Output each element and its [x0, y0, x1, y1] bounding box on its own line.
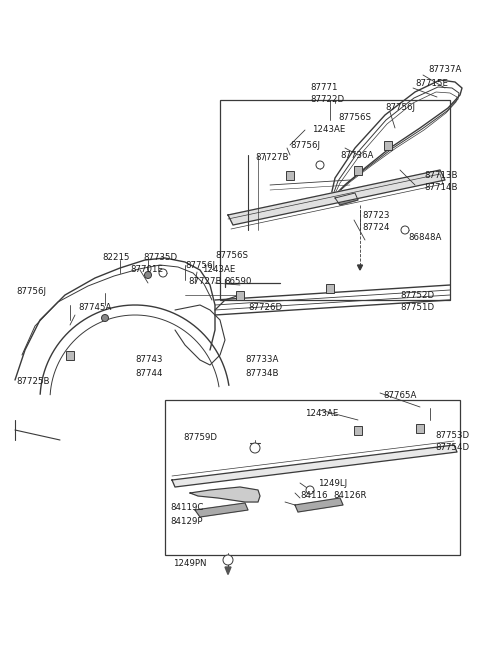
- Text: 87745A: 87745A: [78, 303, 111, 312]
- Bar: [354, 166, 362, 174]
- Text: 87771: 87771: [310, 83, 337, 92]
- Text: 1249LJ: 1249LJ: [318, 479, 347, 487]
- Text: 87744: 87744: [135, 369, 163, 377]
- Bar: [165, 400, 460, 555]
- Circle shape: [144, 272, 152, 278]
- Text: 87701E: 87701E: [130, 265, 163, 274]
- Bar: [286, 170, 294, 179]
- Polygon shape: [225, 567, 231, 574]
- Text: 87759D: 87759D: [183, 432, 217, 441]
- Text: 87726D: 87726D: [248, 303, 282, 312]
- Text: 87756J: 87756J: [16, 288, 46, 297]
- Text: 87722D: 87722D: [310, 94, 344, 103]
- Text: 87735D: 87735D: [143, 252, 177, 261]
- Text: 87733A: 87733A: [245, 356, 278, 364]
- Bar: [384, 141, 392, 149]
- Text: 1249PN: 1249PN: [173, 559, 206, 567]
- Text: 87727B: 87727B: [255, 153, 288, 162]
- Polygon shape: [335, 193, 358, 205]
- Text: 84116: 84116: [300, 491, 327, 500]
- Text: 87765A: 87765A: [383, 390, 416, 400]
- Polygon shape: [190, 487, 260, 502]
- Circle shape: [401, 226, 409, 234]
- Text: 87734B: 87734B: [245, 369, 278, 377]
- Text: 87724: 87724: [362, 223, 389, 233]
- Text: 84126R: 84126R: [333, 491, 367, 500]
- Text: 86848A: 86848A: [408, 233, 442, 242]
- Text: 87714B: 87714B: [424, 183, 457, 193]
- Polygon shape: [358, 265, 362, 270]
- Text: 87715E: 87715E: [415, 79, 448, 88]
- Text: 82215: 82215: [102, 252, 130, 261]
- Text: 87754D: 87754D: [435, 443, 469, 453]
- Circle shape: [159, 269, 167, 277]
- Circle shape: [306, 486, 314, 494]
- Circle shape: [250, 443, 260, 453]
- Text: 1243AE: 1243AE: [305, 409, 338, 417]
- Text: 87756J: 87756J: [290, 141, 320, 149]
- Text: 87756J: 87756J: [385, 102, 415, 111]
- Text: 87713B: 87713B: [424, 170, 457, 179]
- Text: 87756S: 87756S: [338, 113, 371, 121]
- Polygon shape: [195, 503, 248, 517]
- Bar: [236, 291, 244, 299]
- Text: 87723: 87723: [362, 210, 389, 219]
- Bar: [354, 426, 362, 434]
- Bar: [66, 350, 74, 360]
- Polygon shape: [172, 445, 457, 487]
- Bar: [416, 424, 424, 432]
- Circle shape: [316, 161, 324, 169]
- Circle shape: [101, 314, 108, 322]
- Text: 87743: 87743: [135, 356, 163, 364]
- Text: 87736A: 87736A: [340, 151, 373, 160]
- Text: 87753D: 87753D: [435, 430, 469, 440]
- Text: 84119C: 84119C: [170, 504, 204, 512]
- Text: 87752D: 87752D: [400, 291, 434, 299]
- Text: 87751D: 87751D: [400, 303, 434, 312]
- Text: 1243AE: 1243AE: [312, 126, 346, 134]
- Text: 87756S: 87756S: [215, 250, 248, 259]
- Text: 84129P: 84129P: [170, 517, 203, 525]
- Polygon shape: [295, 498, 343, 512]
- Bar: [326, 284, 334, 293]
- Polygon shape: [228, 170, 445, 225]
- Text: 87727B: 87727B: [188, 278, 221, 286]
- Text: 87737A: 87737A: [428, 66, 461, 75]
- Text: 87725B: 87725B: [16, 377, 49, 386]
- Text: 86590: 86590: [224, 278, 252, 286]
- Text: 87756J: 87756J: [185, 261, 215, 269]
- Circle shape: [223, 555, 233, 565]
- Bar: [220, 100, 450, 300]
- Text: 1243AE: 1243AE: [202, 265, 235, 274]
